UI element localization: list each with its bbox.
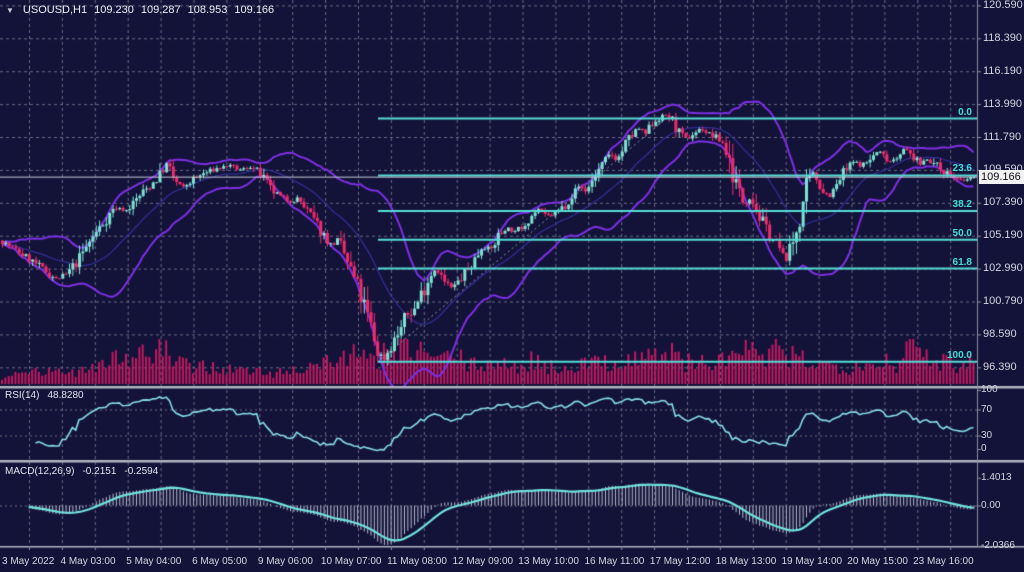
fib-level-label[interactable]: 100.0: [946, 349, 972, 361]
price-tick-label: 116.190: [983, 64, 1022, 77]
time-axis-label: 19 May 14:00: [781, 556, 843, 567]
time-axis-label: 12 May 09:00: [452, 556, 514, 567]
time-axis-label: 5 May 04:00: [126, 556, 182, 567]
price-tick-label: 111.790: [983, 130, 1022, 143]
rsi-scale-label: 70: [981, 403, 993, 415]
current-price-box: 109.166: [979, 169, 1024, 184]
fib-level-label[interactable]: 38.2: [952, 198, 972, 210]
price-tick-label: 118.390: [983, 31, 1022, 44]
time-axis-label: 4 May 03:00: [60, 556, 116, 567]
symbol-dropdown-icon[interactable]: ▼: [6, 5, 14, 15]
time-axis-label: 3 May 2022: [2, 556, 55, 567]
macd-scale-label: 1.4013: [981, 471, 1012, 483]
rsi-scale-label: 30: [981, 429, 993, 441]
rsi-indicator-value: 48.8280: [47, 390, 84, 401]
price-tick-label: 105.190: [983, 229, 1023, 242]
price-tick-label: 98.590: [983, 327, 1017, 340]
time-axis-label: 6 May 05:00: [192, 556, 248, 567]
macd-main-value: -0.2151: [82, 466, 117, 477]
macd-scale-label: 0.00: [981, 499, 1001, 511]
rsi-indicator-name: RSI(14): [5, 390, 40, 401]
chart-header: ▼ USOUSD,H1 109.230 109.287 108.953 109.…: [6, 4, 274, 16]
macd-pane-label: MACD(12,26,9) -0.2151 -0.2594: [5, 466, 158, 477]
ohlc-low: 108.953: [187, 4, 228, 16]
macd-scale-label: -2.0366: [981, 539, 1015, 551]
fib-level-label[interactable]: 61.8: [952, 256, 972, 268]
time-axis-label: 18 May 13:00: [715, 556, 777, 567]
time-axis-label: 23 May 16:00: [913, 556, 974, 567]
ohlc-open: 109.230: [94, 4, 134, 16]
price-tick-label: 100.790: [983, 295, 1023, 307]
ohlc-close: 109.166: [234, 4, 275, 16]
time-axis-label: 11 May 08:00: [387, 556, 447, 567]
macd-indicator-name: MACD(12,26,9): [5, 466, 75, 477]
time-axis-label: 13 May 10:00: [518, 556, 579, 567]
price-tick-label: 120.590: [983, 0, 1023, 11]
rsi-scale-label: 0: [981, 443, 987, 454]
fib-level-label[interactable]: 23.6: [952, 163, 972, 175]
price-tick-label: 113.990: [983, 97, 1022, 110]
fib-level-label[interactable]: 0.0: [958, 106, 972, 118]
ohlc-high: 109.287: [140, 4, 181, 16]
time-axis-label: 9 May 06:00: [257, 556, 313, 567]
price-tick-label: 107.390: [983, 196, 1023, 209]
macd-signal-value: -0.2594: [124, 466, 159, 477]
fib-level-label[interactable]: 50.0: [952, 227, 972, 239]
symbol-timeframe: USOUSD,H1: [22, 4, 88, 16]
price-tick-label: 96.390: [983, 360, 1017, 373]
rsi-pane-label: RSI(14) 48.8280: [5, 390, 84, 401]
time-axis-label: 16 May 11:00: [584, 556, 645, 567]
time-axis-label: 10 May 07:00: [320, 556, 382, 567]
price-tick-label: 102.990: [983, 262, 1023, 275]
time-axis-label: 17 May 12:00: [649, 556, 711, 567]
rsi-scale-label: 100: [981, 384, 998, 395]
time-axis-label: 20 May 15:00: [847, 556, 908, 567]
